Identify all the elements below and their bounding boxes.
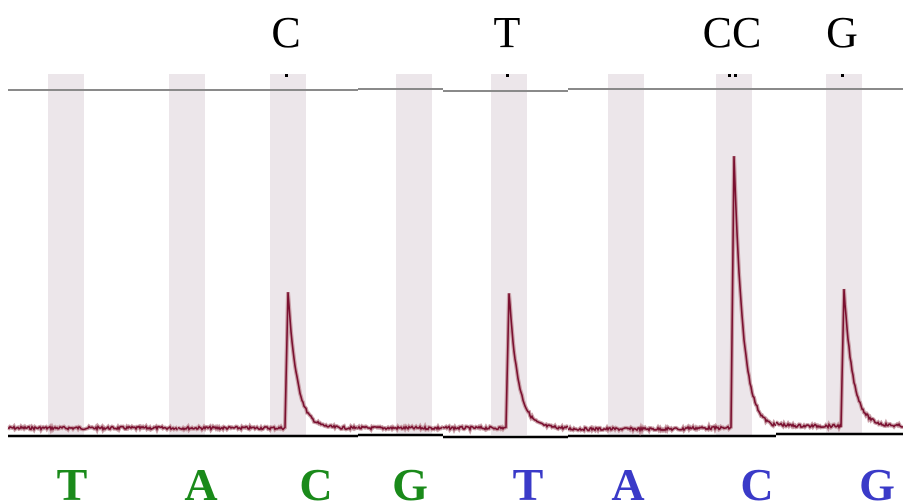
trace-segment-7 <box>776 288 903 430</box>
trace-segment-5 <box>567 425 686 433</box>
call-marker-5-1 <box>506 74 509 77</box>
dispensation-label-8: G <box>859 459 895 503</box>
trace-segment-6 <box>684 156 777 431</box>
dispensation-label-7: C <box>740 459 773 503</box>
dispensation-band-6 <box>608 74 644 435</box>
base-call-5: T <box>494 8 521 57</box>
call-marker-7-1 <box>728 74 731 77</box>
dispensation-label-4: G <box>392 459 428 503</box>
dispensation-label-3: C <box>299 459 332 503</box>
trace-segment-3 <box>357 424 444 431</box>
dispensation-label-1: T <box>57 459 88 503</box>
dispensation-label-6: A <box>611 459 644 503</box>
base-call-3: C <box>271 8 300 57</box>
dispensation-band-1 <box>48 74 84 435</box>
signal-traces <box>7 156 903 436</box>
base-call-8: G <box>826 8 858 57</box>
dispensation-band-2 <box>169 74 205 435</box>
dispensation-band-8 <box>826 74 862 435</box>
base-call-labels: C T CC G <box>271 8 858 77</box>
dispensation-label-5: T <box>513 459 544 503</box>
call-marker-7-2 <box>734 74 737 77</box>
baseline-group <box>8 432 903 439</box>
dispensation-band-4 <box>396 74 432 435</box>
trace-segment-2 <box>177 292 359 432</box>
trace-segment-1 <box>7 424 179 432</box>
trace-segment-4 <box>442 293 569 432</box>
base-call-7: CC <box>703 8 762 57</box>
dispensation-label-2: A <box>184 459 217 503</box>
call-marker-3-1 <box>285 74 288 77</box>
call-marker-8-1 <box>841 74 844 77</box>
reference-line-group <box>8 88 903 92</box>
